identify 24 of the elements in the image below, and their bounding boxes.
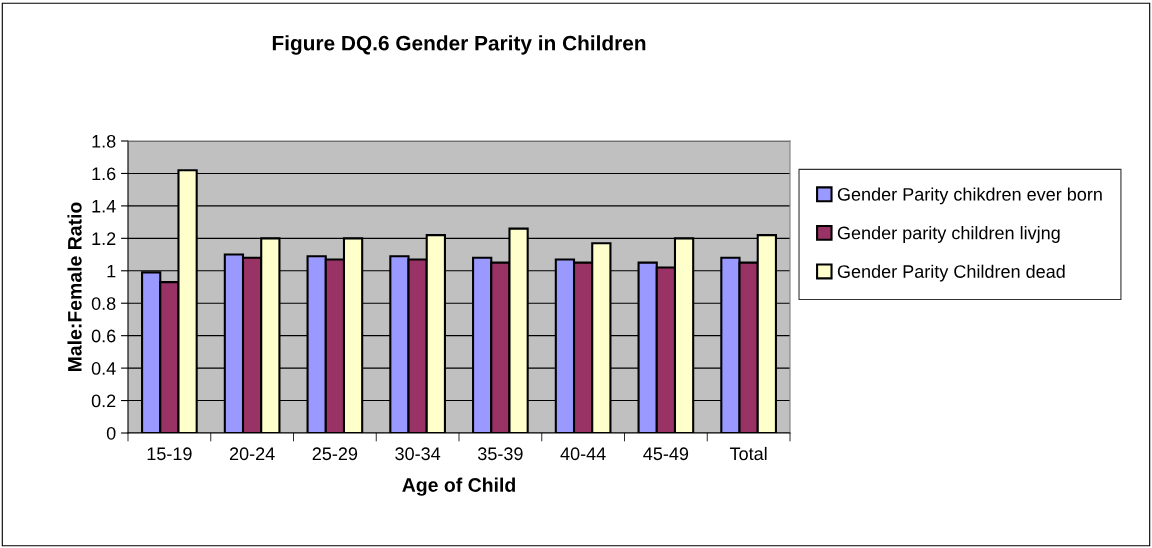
y-axis-title: Male:Female Ratio <box>67 202 82 372</box>
x-tick-label: 35-39 <box>477 447 523 461</box>
y-tick-label: 1 <box>107 264 116 278</box>
x-tick-label: 20-24 <box>229 447 275 461</box>
y-tick-label: 1.4 <box>92 200 116 213</box>
chart-title: Figure DQ.6 Gender Parity in Children <box>272 35 646 55</box>
y-tick-label: 0.6 <box>91 329 116 343</box>
y-tick-label: 1.6 <box>92 167 116 181</box>
x-tick-label: 45-49 <box>643 447 689 461</box>
y-tick-label: 0 <box>106 426 116 440</box>
y-tick-label: 0.8 <box>91 297 116 310</box>
x-axis-title: Age of Child <box>402 477 515 496</box>
x-tick-label: 25-29 <box>312 447 358 461</box>
x-tick-label: 30-34 <box>395 447 441 461</box>
legend-label: Gender Parity chikdren ever born <box>837 187 1102 205</box>
y-tick-label: 1.8 <box>92 134 116 148</box>
y-tick-label: 0.2 <box>91 394 116 408</box>
y-tick-label: 0.4 <box>91 362 116 375</box>
legend-label: Gender Parity Children dead <box>837 264 1065 282</box>
x-tick-label: Total <box>729 446 767 461</box>
x-tick-label: 40-44 <box>560 447 606 461</box>
y-tick-label: 1.2 <box>92 232 116 245</box>
x-tick-label: 15-19 <box>147 447 192 461</box>
legend-label: Gender parity children livjng <box>837 226 1060 243</box>
